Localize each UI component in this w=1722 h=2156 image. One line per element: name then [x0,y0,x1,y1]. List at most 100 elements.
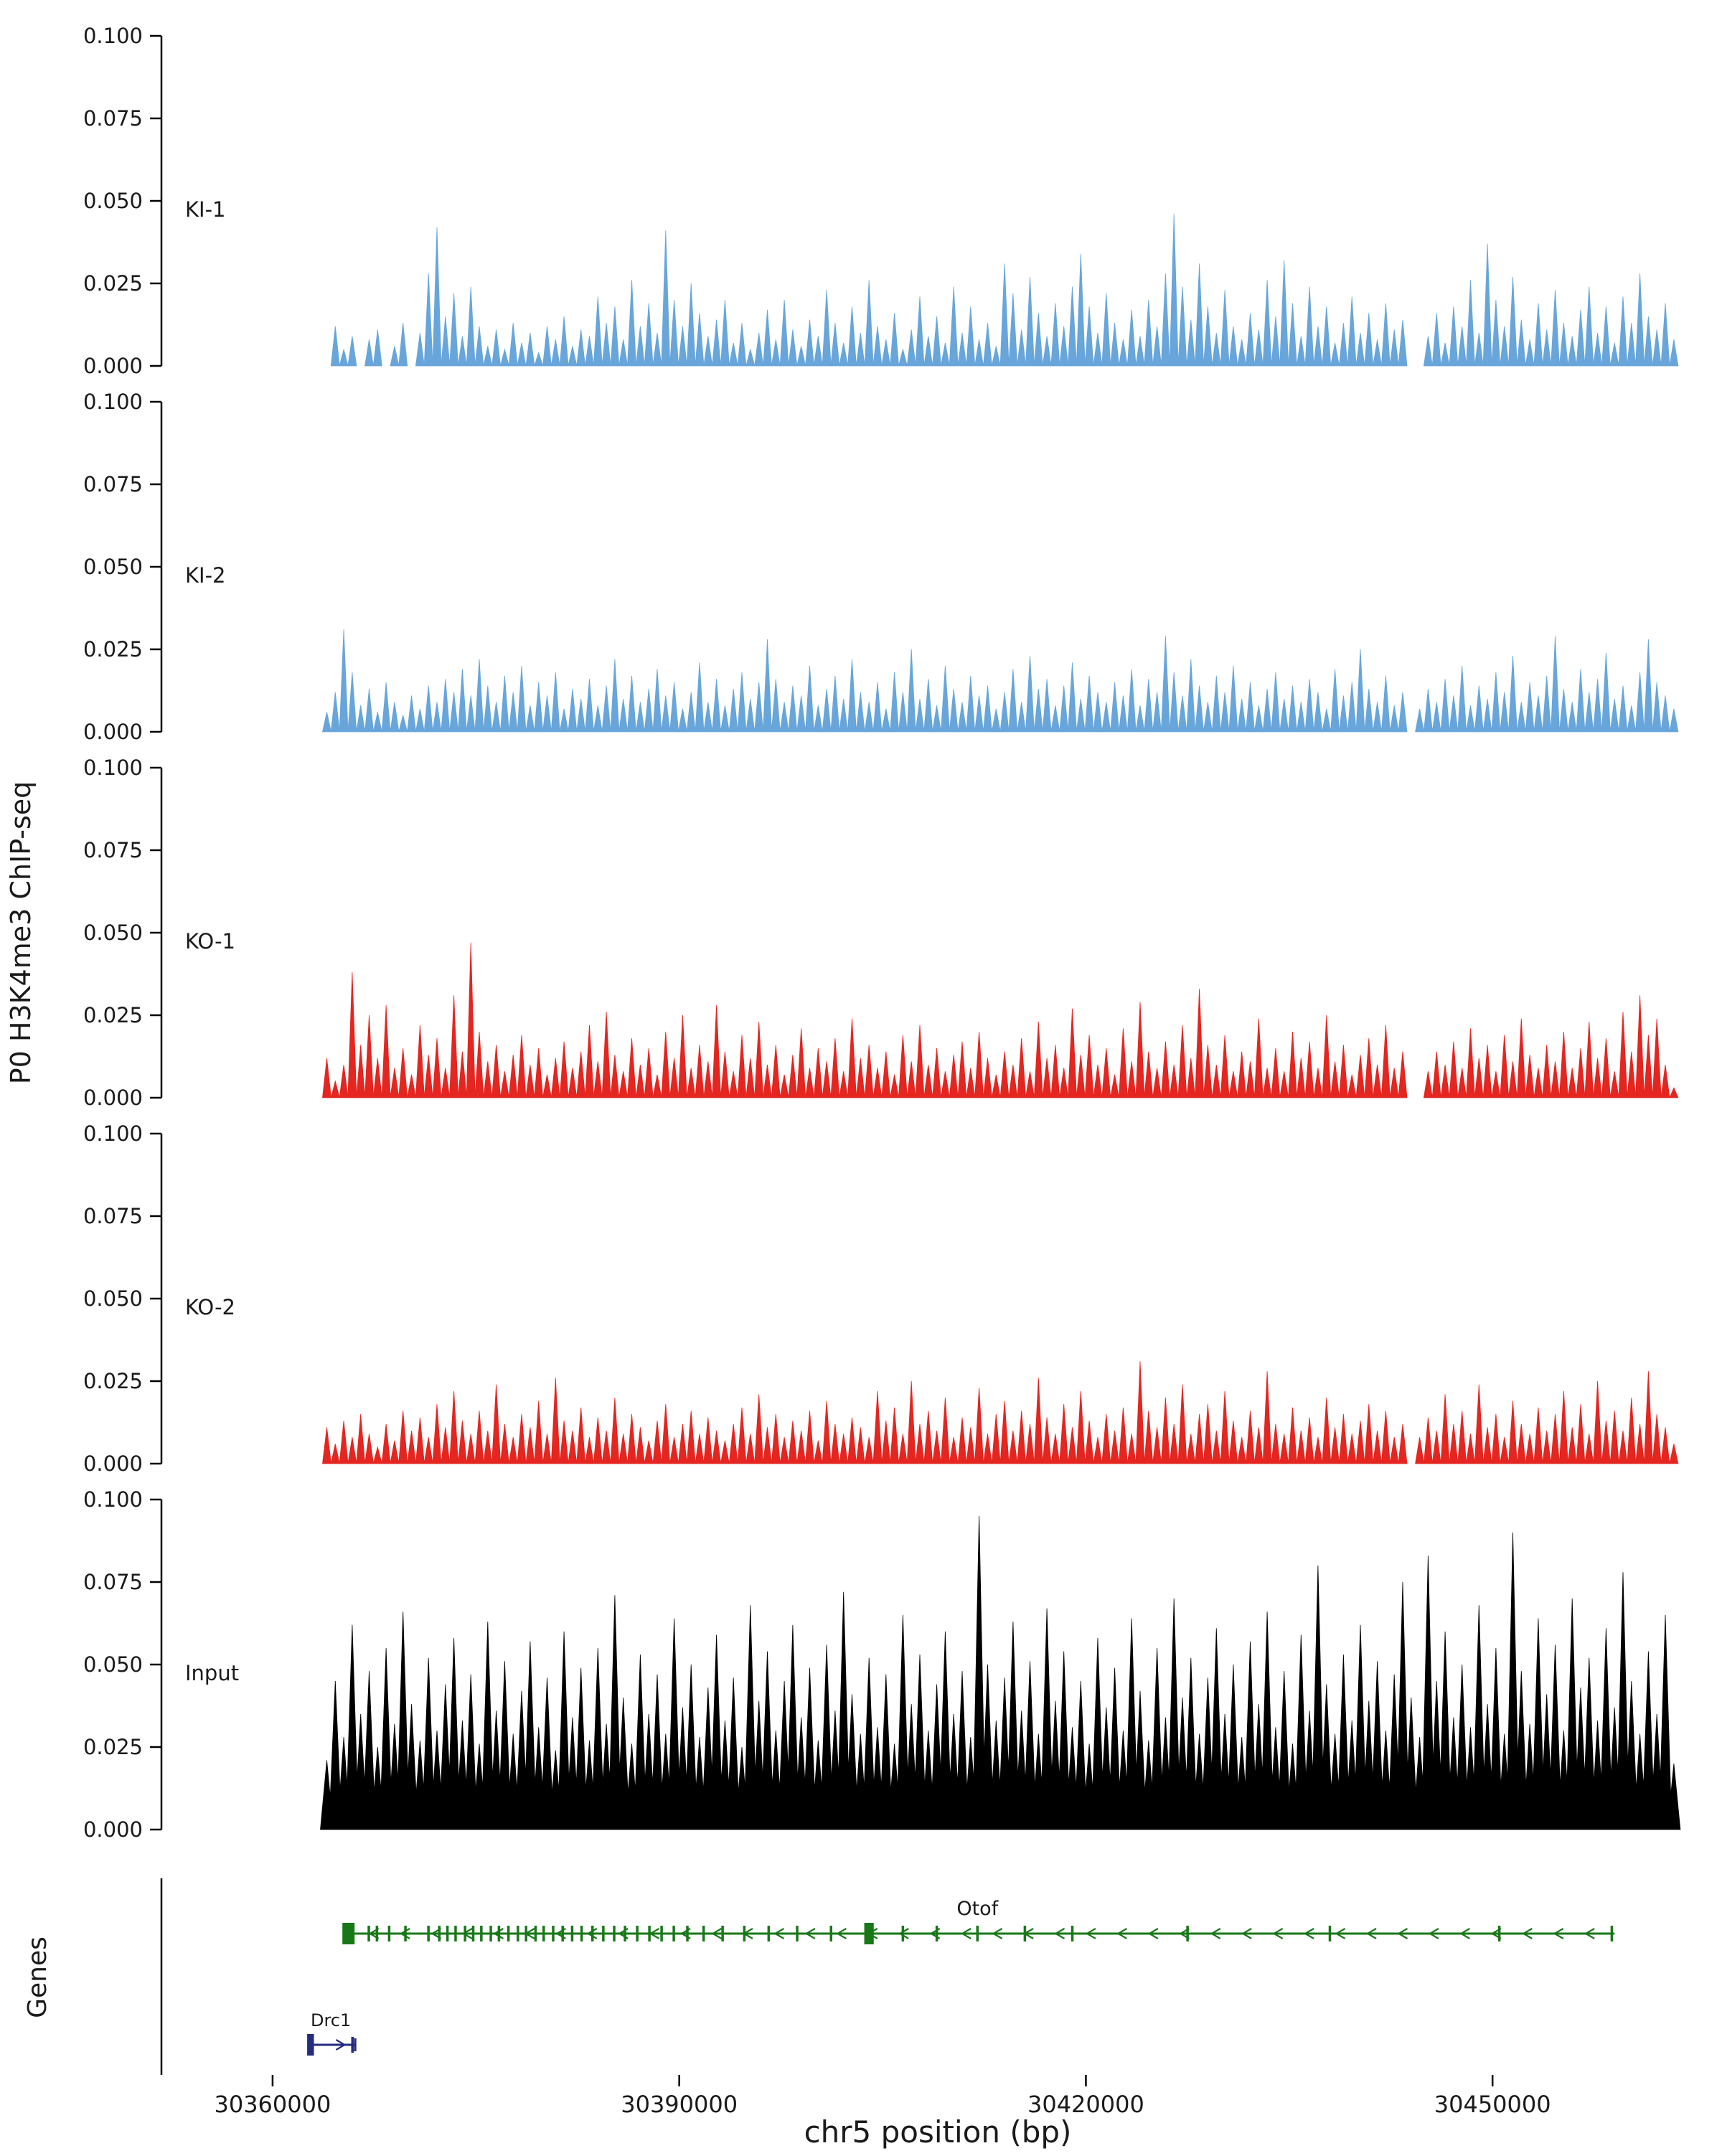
x-axis-label: chr5 position (bp) [804,2114,1072,2150]
gene-label: Drc1 [311,2010,351,2030]
exon-tick [517,1926,519,1941]
exon-tick [489,1926,492,1941]
y-tick-label: 0.075 [83,472,143,496]
strand-arrow [711,1928,723,1939]
strand-arrow [992,1928,1003,1939]
y-tick-label: 0.025 [83,1735,143,1759]
x-tick-label: 30420000 [1027,2091,1144,2118]
track-panel-input: 0.000 0.025 0.050 0.075 0.100 Input [83,1487,1681,1842]
exon-tick [796,1926,799,1941]
exon-tick [367,1926,370,1941]
exon-tick [624,1926,626,1941]
track-signal-ko2 [322,1361,1679,1464]
y-tick-label: 0.025 [83,1003,143,1027]
chart-dynamic-layer: 0.000 0.025 0.050 0.075 0.100 KI-1 0.000 0.025 0… [83,24,1681,2118]
strand-arrow [836,1928,847,1939]
exon-tick [901,1926,905,1941]
strand-arrow [1490,1928,1502,1939]
track-signal-input [320,1515,1681,1830]
y-tick-label: 0.100 [83,24,143,48]
strand-arrow [1303,1928,1314,1939]
strand-arrow [773,1928,785,1939]
y-tick-label: 0.075 [83,838,143,862]
strand-arrow [1522,1928,1533,1939]
exon-tick [534,1926,537,1941]
x-tick-label: 30360000 [214,2091,331,2118]
track-label-ko2: KO-2 [185,1295,235,1319]
strand-arrow [461,1928,473,1939]
exon-tick [864,1923,874,1944]
x-axis: 30360000 30390000 30420000 30450000 [214,2075,1551,2118]
y-tick-label: 0.000 [83,1817,143,1842]
y-tick-label: 0.075 [83,106,143,131]
track-label-ki1: KI-1 [185,197,226,222]
exon-tick [702,1926,705,1941]
exon-tick [721,1926,724,1941]
exon-tick [471,1926,475,1941]
y-tick-label: 0.025 [83,1369,143,1393]
strand-arrow [399,1928,410,1939]
exon-tick [1497,1926,1501,1941]
strand-arrow [1085,1928,1096,1939]
exon-tick [686,1926,689,1941]
y-tick-label: 0.100 [83,755,143,780]
exon-tick [351,2037,354,2053]
strand-arrow [1179,1928,1190,1939]
y-tick-label: 0.075 [83,1204,143,1228]
exon-tick [602,1926,605,1941]
exon-tick [935,1926,938,1941]
exon-tick [636,1926,639,1941]
track-signal-ko1 [322,942,1679,1098]
track-panel-ko1: 0.000 0.025 0.050 0.075 0.100 KO-1 [83,755,1679,1110]
exon-tick [743,1926,746,1941]
y-tick-label: 0.100 [83,1487,143,1512]
exon-tick [1023,1926,1027,1941]
y-tick-label: 0.000 [83,1451,143,1476]
strand-arrow [960,1928,971,1939]
exon-tick [1610,1926,1614,1941]
strand-arrow [430,1928,442,1939]
strand-arrow [1241,1928,1252,1939]
y-tick-label: 0.050 [83,921,143,945]
strand-arrow [1147,1928,1159,1939]
exon-tick [580,1926,583,1941]
y-tick-label: 0.050 [83,189,143,213]
exon-tick [542,1926,545,1941]
strand-arrow [1365,1928,1377,1939]
exon-tick [454,1926,457,1941]
strand-arrow [1210,1928,1221,1939]
y-tick-label: 0.100 [83,1121,143,1146]
strand-arrow [1116,1928,1127,1939]
track-label-ki2: KI-2 [185,563,226,588]
exon-tick [427,1926,430,1941]
exon-tick [497,1926,501,1941]
exon-tick [976,1926,979,1941]
y-tick-label: 0.050 [83,1652,143,1677]
exon-tick [767,1926,771,1941]
track-signal-ki1 [330,214,1679,367]
strand-arrow [1335,1928,1346,1939]
strand-arrow [493,1928,504,1939]
strand-arrow [335,2039,347,2051]
exon-tick [1328,1926,1332,1941]
exon-tick [660,1926,663,1941]
exon-tick [591,1926,594,1941]
exon-tick [387,1926,391,1941]
exon-tick [561,1926,564,1941]
strand-arrow [1272,1928,1284,1939]
strand-arrow [804,1928,816,1939]
exon-tick [480,1926,483,1941]
exon-tick [1071,1926,1074,1941]
exon-tick [672,1926,675,1941]
y-tick-label: 0.000 [83,720,143,744]
exon-tick [307,2034,314,2056]
y-axis-label: P0 H3K4me3 ChIP-seq [5,781,37,1085]
x-tick-label: 30450000 [1434,2091,1551,2118]
y-tick-label: 0.025 [83,637,143,662]
strand-arrow [898,1928,909,1939]
strand-arrow [1553,1928,1564,1939]
y-tick-label: 0.050 [83,1286,143,1311]
track-signal-ki2 [322,629,1679,733]
